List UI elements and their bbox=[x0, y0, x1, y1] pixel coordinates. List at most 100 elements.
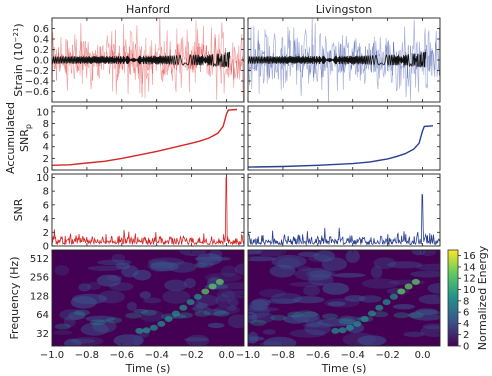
spectrogram-patch bbox=[249, 299, 269, 311]
ytick-label: 0 bbox=[43, 242, 49, 253]
spectrogram-patch bbox=[194, 310, 211, 317]
chirp-track bbox=[397, 288, 406, 295]
spectrogram-patch bbox=[179, 250, 207, 256]
spectrogram-patch bbox=[213, 310, 230, 317]
spectrogram-patch bbox=[184, 337, 209, 342]
spectrogram-patch bbox=[141, 309, 157, 316]
ytick-label: 512 bbox=[30, 254, 49, 265]
xtick-label: −1.0 bbox=[236, 350, 260, 361]
strain-template-line bbox=[248, 51, 427, 68]
xtick-label: −0.8 bbox=[75, 350, 99, 361]
chirp-track bbox=[353, 320, 362, 327]
spectrogram-patch bbox=[80, 322, 109, 336]
xtick-label: −1.0 bbox=[40, 350, 64, 361]
strain-template-line bbox=[52, 51, 231, 68]
spectrogram-patch bbox=[422, 323, 440, 330]
ytick-label: 0.0 bbox=[33, 56, 49, 67]
ytick-label: 0.6 bbox=[33, 24, 49, 35]
xlabel-hanford: Time (s) bbox=[125, 362, 171, 375]
spectrogram-patch bbox=[193, 301, 204, 314]
spectrogram-patch bbox=[197, 260, 215, 268]
spectrogram-patch bbox=[248, 250, 263, 255]
snr-line bbox=[52, 177, 244, 246]
strain-panel-1 bbox=[248, 18, 440, 102]
strain-panel-0 bbox=[52, 18, 244, 102]
colorbar-label: Normalized Energy bbox=[476, 245, 489, 350]
xtick-label: −0.2 bbox=[375, 350, 399, 361]
spectrogram-patch bbox=[294, 268, 332, 281]
spectrogram-patch bbox=[260, 341, 286, 346]
spectrogram-patch bbox=[149, 261, 179, 272]
spectrogram-patch bbox=[420, 325, 440, 337]
panel-frame-r3-c1 bbox=[247, 249, 441, 347]
spectrogram-patch bbox=[308, 270, 334, 278]
spectrogram-patch bbox=[403, 331, 425, 338]
chirp-track bbox=[157, 320, 166, 327]
spectrogram-patch bbox=[313, 250, 336, 262]
spectrogram-patch bbox=[218, 282, 244, 290]
spectrogram-patch bbox=[305, 267, 336, 281]
ytick-label: −0.4 bbox=[25, 77, 49, 88]
spectrogram-patch bbox=[139, 291, 151, 299]
spectrogram-patch bbox=[339, 318, 355, 325]
colorbar-tick-label: 10 bbox=[463, 285, 476, 296]
ylabel-frequency: Frequency (Hz) bbox=[8, 257, 21, 340]
spectrogram-patch bbox=[269, 264, 296, 278]
spectrogram-patch bbox=[115, 262, 131, 270]
colorbar-tick-label: 2 bbox=[463, 330, 469, 341]
spectrogram-patch bbox=[87, 265, 123, 271]
spectrogram-patch bbox=[53, 330, 73, 335]
xtick-label: −0.4 bbox=[145, 350, 169, 361]
accumulated-snr-panel-1 bbox=[248, 125, 434, 168]
chirp-track bbox=[171, 310, 180, 317]
xtick-label: −0.6 bbox=[306, 350, 330, 361]
spectrogram-patch bbox=[301, 311, 318, 318]
snr-line bbox=[248, 194, 440, 246]
spectrogram-patch bbox=[227, 314, 244, 329]
spectrogram-patch bbox=[73, 309, 90, 316]
spectrogram-patch bbox=[266, 298, 299, 304]
chirp-track bbox=[338, 327, 347, 334]
spectrogram-patch bbox=[71, 336, 104, 346]
xtick-label: −0.6 bbox=[110, 350, 134, 361]
spectrogram-patch bbox=[194, 256, 231, 262]
ytick-label: 2 bbox=[43, 228, 49, 239]
spectrogram-patch bbox=[427, 283, 440, 294]
panel-frame-r2-c1 bbox=[247, 173, 441, 247]
ytick-label: 0.2 bbox=[33, 45, 49, 56]
spectrogram-patch bbox=[387, 261, 423, 269]
xlabel-livingston: Time (s) bbox=[321, 362, 367, 375]
spectrogram-patch bbox=[78, 283, 91, 292]
chirp-track bbox=[389, 293, 398, 300]
spectrogram-patch bbox=[357, 335, 387, 346]
spectrogram-patch bbox=[126, 301, 137, 311]
ytick-label: 10 bbox=[36, 107, 49, 118]
ytick-label: 0.4 bbox=[33, 35, 49, 46]
spectrogram-patch bbox=[254, 250, 287, 257]
ytick-label: 8 bbox=[43, 119, 49, 130]
colorbar-tick-label: 8 bbox=[463, 296, 469, 307]
spectrogram-patch bbox=[410, 270, 440, 278]
spectrogram-patch bbox=[322, 282, 350, 295]
spectrogram-patch bbox=[248, 306, 280, 312]
spectrogram-patch bbox=[308, 254, 331, 263]
chirp-track bbox=[411, 278, 420, 285]
spectrogram-patch bbox=[147, 257, 185, 267]
spectrogram-panel-0 bbox=[52, 250, 244, 346]
spectrogram-patch bbox=[361, 278, 400, 289]
spectrogram-patch bbox=[263, 336, 297, 346]
chirp-track bbox=[345, 324, 354, 331]
ylabel-strain: Strain (10−21) bbox=[12, 23, 25, 96]
colorbar bbox=[447, 249, 459, 347]
spectrogram-patch bbox=[113, 334, 144, 346]
spectrogram-patch bbox=[393, 312, 410, 319]
spectrogram-patch bbox=[288, 281, 327, 287]
spectrogram-patch bbox=[125, 312, 142, 319]
spectrogram-patch bbox=[106, 317, 122, 324]
spectrogram-panel-1 bbox=[248, 250, 440, 346]
spectrogram-patch bbox=[164, 279, 188, 291]
xtick-label: −0.2 bbox=[179, 350, 203, 361]
chirp-track bbox=[382, 299, 391, 306]
spectrogram-patch bbox=[308, 274, 334, 286]
spectrogram-patch bbox=[177, 312, 193, 319]
